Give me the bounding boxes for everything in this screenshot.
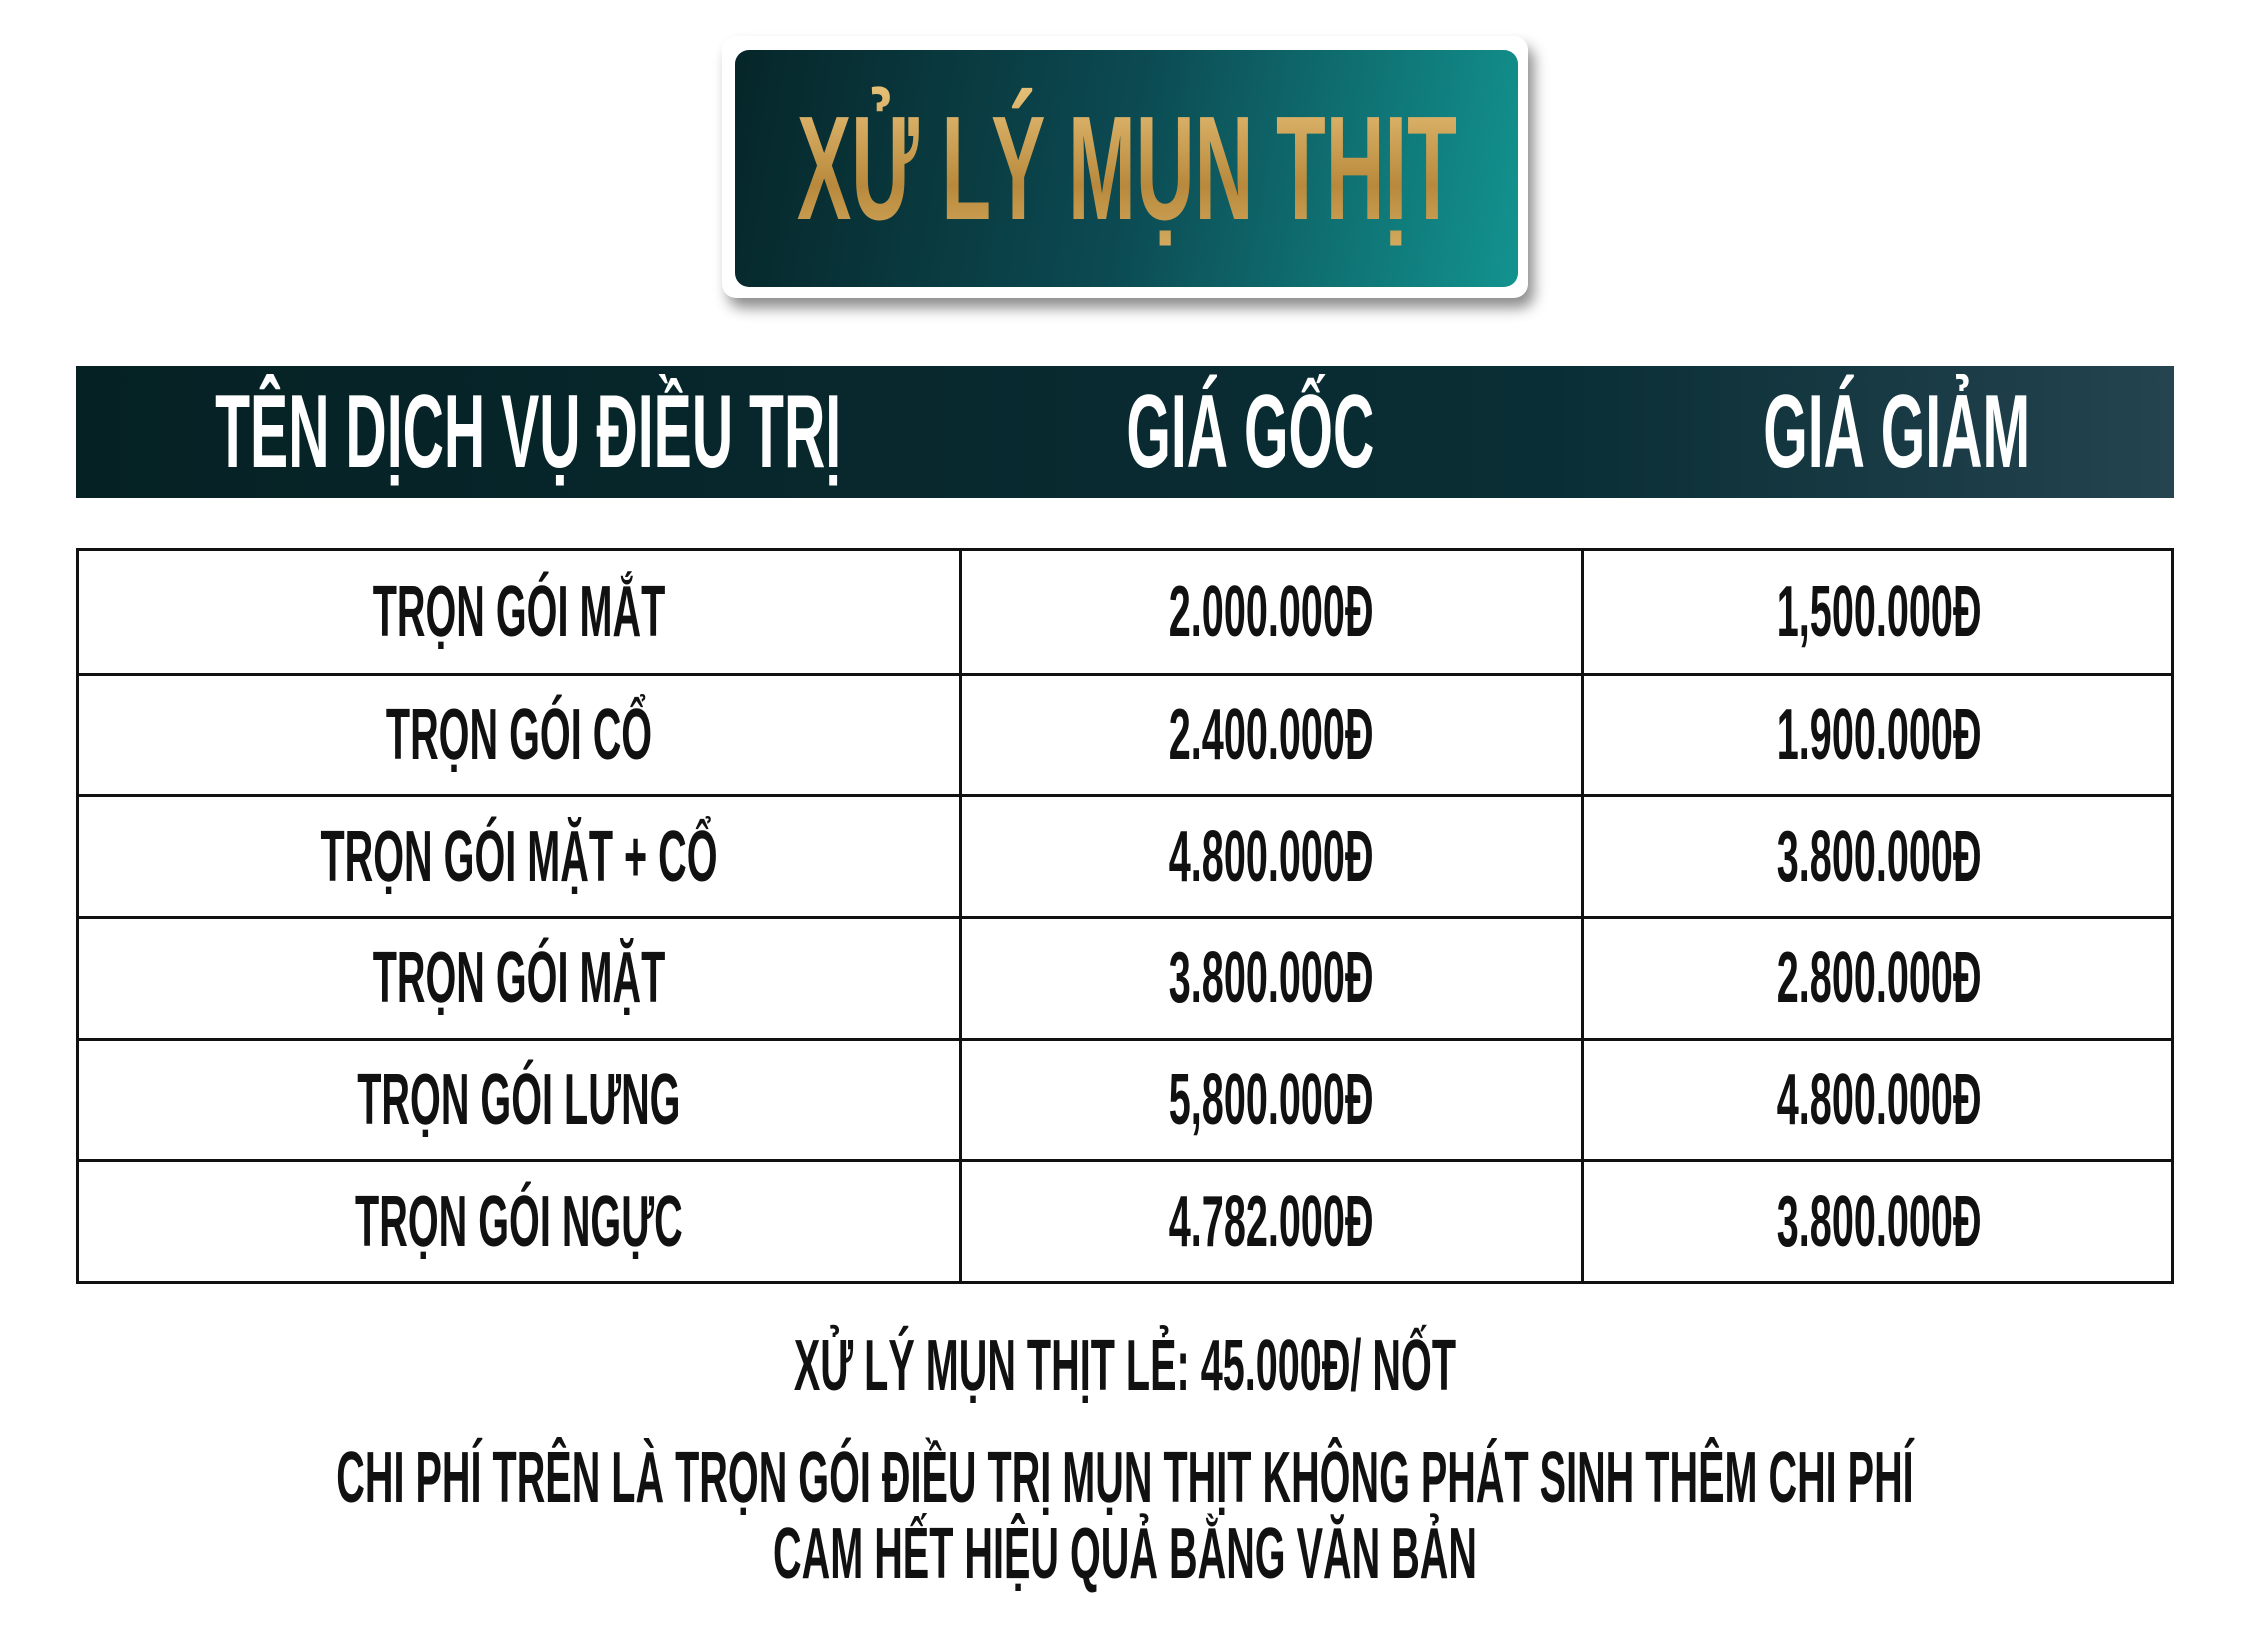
table-cell-text: 2.400.000Đ (1169, 694, 1374, 775)
header-cell: TÊN DỊCH VỤ ĐIỀU TRỊ (76, 366, 980, 498)
table-cell-text: 3.800.000Đ (1776, 1181, 1982, 1262)
header-bar (76, 366, 2174, 498)
table-cell: 3.800.000Đ (1581, 794, 2174, 916)
table-cell: 1.900.000Đ (1581, 672, 2174, 795)
table-cell: TRỌN GÓI LƯNG (79, 1037, 959, 1160)
table-cell-text: 2.800.000Đ (1776, 938, 1982, 1019)
table-cell-text: 4.800.000Đ (1776, 1059, 1982, 1140)
header-cell-text: GIÁ GIẢM (1763, 373, 2031, 490)
table-cell-text: TRỌN GÓI CỔ (385, 694, 653, 775)
note: CAM HẾT HIỆU QUẢ BẰNG VĂN BẢN (0, 1514, 2250, 1594)
header-cell: GIÁ GỐC (1000, 366, 1500, 498)
price-table: TRỌN GÓI MẮT 2.000.000Đ 1,500.000Đ TRỌN GÓI… (76, 548, 2174, 1284)
table-cell-text: 1.900.000Đ (1776, 694, 1982, 775)
table-cell: TRỌN GÓI MẶT + CỔ (79, 794, 959, 916)
table-cell-text: TRỌN GÓI MẶT + CỔ (320, 816, 718, 897)
table-cell: 3.800.000Đ (1581, 1159, 2174, 1281)
note-text: XỬ LÝ MỤN THỊT LẺ: 45.000Đ/ NỐT (793, 1326, 1457, 1406)
header-cell: GIÁ GIẢM (1600, 366, 2194, 498)
table-cell-text: TRỌN GÓI MẮT (372, 571, 666, 652)
table-cell: 5,800.000Đ (959, 1037, 1581, 1160)
note: XỬ LÝ MỤN THỊT LẺ: 45.000Đ/ NỐT (0, 1326, 2250, 1406)
table-cell: TRỌN GÓI MẶT (79, 916, 959, 1038)
table-cell: 3.800.000Đ (959, 916, 1581, 1038)
table-cell-text: 1,500.000Đ (1776, 571, 1982, 652)
table-cell: TRỌN GÓI MẮT (79, 551, 959, 673)
table-cell-text: 2.000.000Đ (1169, 571, 1374, 652)
title: XỬ LÝ MỤN THỊT (797, 84, 1457, 254)
table-cell-text: 5,800.000Đ (1169, 1059, 1374, 1140)
table-cell-text: TRỌN GÓI NGỰC (355, 1181, 683, 1262)
table-cell-text: 3.800.000Đ (1776, 816, 1982, 897)
note-text: CHI PHÍ TRÊN LÀ TRỌN GÓI ĐIỀU TRỊ MỤN TH… (336, 1438, 1914, 1518)
header-cell-text: TÊN DỊCH VỤ ĐIỀU TRỊ (214, 373, 842, 490)
table-cell: 2.800.000Đ (1581, 916, 2174, 1038)
note-text: CAM HẾT HIỆU QUẢ BẰNG VĂN BẢN (772, 1514, 1477, 1594)
table-cell: 4.800.000Đ (959, 794, 1581, 916)
table-cell-text: TRỌN GÓI LƯNG (357, 1059, 681, 1140)
table-cell: 4.782.000Đ (959, 1159, 1581, 1281)
table-cell: TRỌN GÓI NGỰC (79, 1159, 959, 1281)
header-cell-text: GIÁ GỐC (1126, 373, 1374, 490)
note: CHI PHÍ TRÊN LÀ TRỌN GÓI ĐIỀU TRỊ MỤN TH… (0, 1438, 2250, 1518)
table-cell: 2.000.000Đ (959, 551, 1581, 673)
table-cell: 2.400.000Đ (959, 672, 1581, 795)
table-cell-text: 3.800.000Đ (1169, 938, 1374, 1019)
table-cell: 4.800.000Đ (1581, 1037, 2174, 1160)
title-box: XỬ LÝ MỤN THỊT (735, 50, 1518, 287)
table-cell-text: 4.782.000Đ (1169, 1181, 1374, 1262)
table-cell-text: TRỌN GÓI MẶT (372, 938, 666, 1019)
table-cell-text: 4.800.000Đ (1169, 816, 1374, 897)
table-cell: 1,500.000Đ (1581, 551, 2174, 673)
table-cell: TRỌN GÓI CỔ (79, 672, 959, 795)
